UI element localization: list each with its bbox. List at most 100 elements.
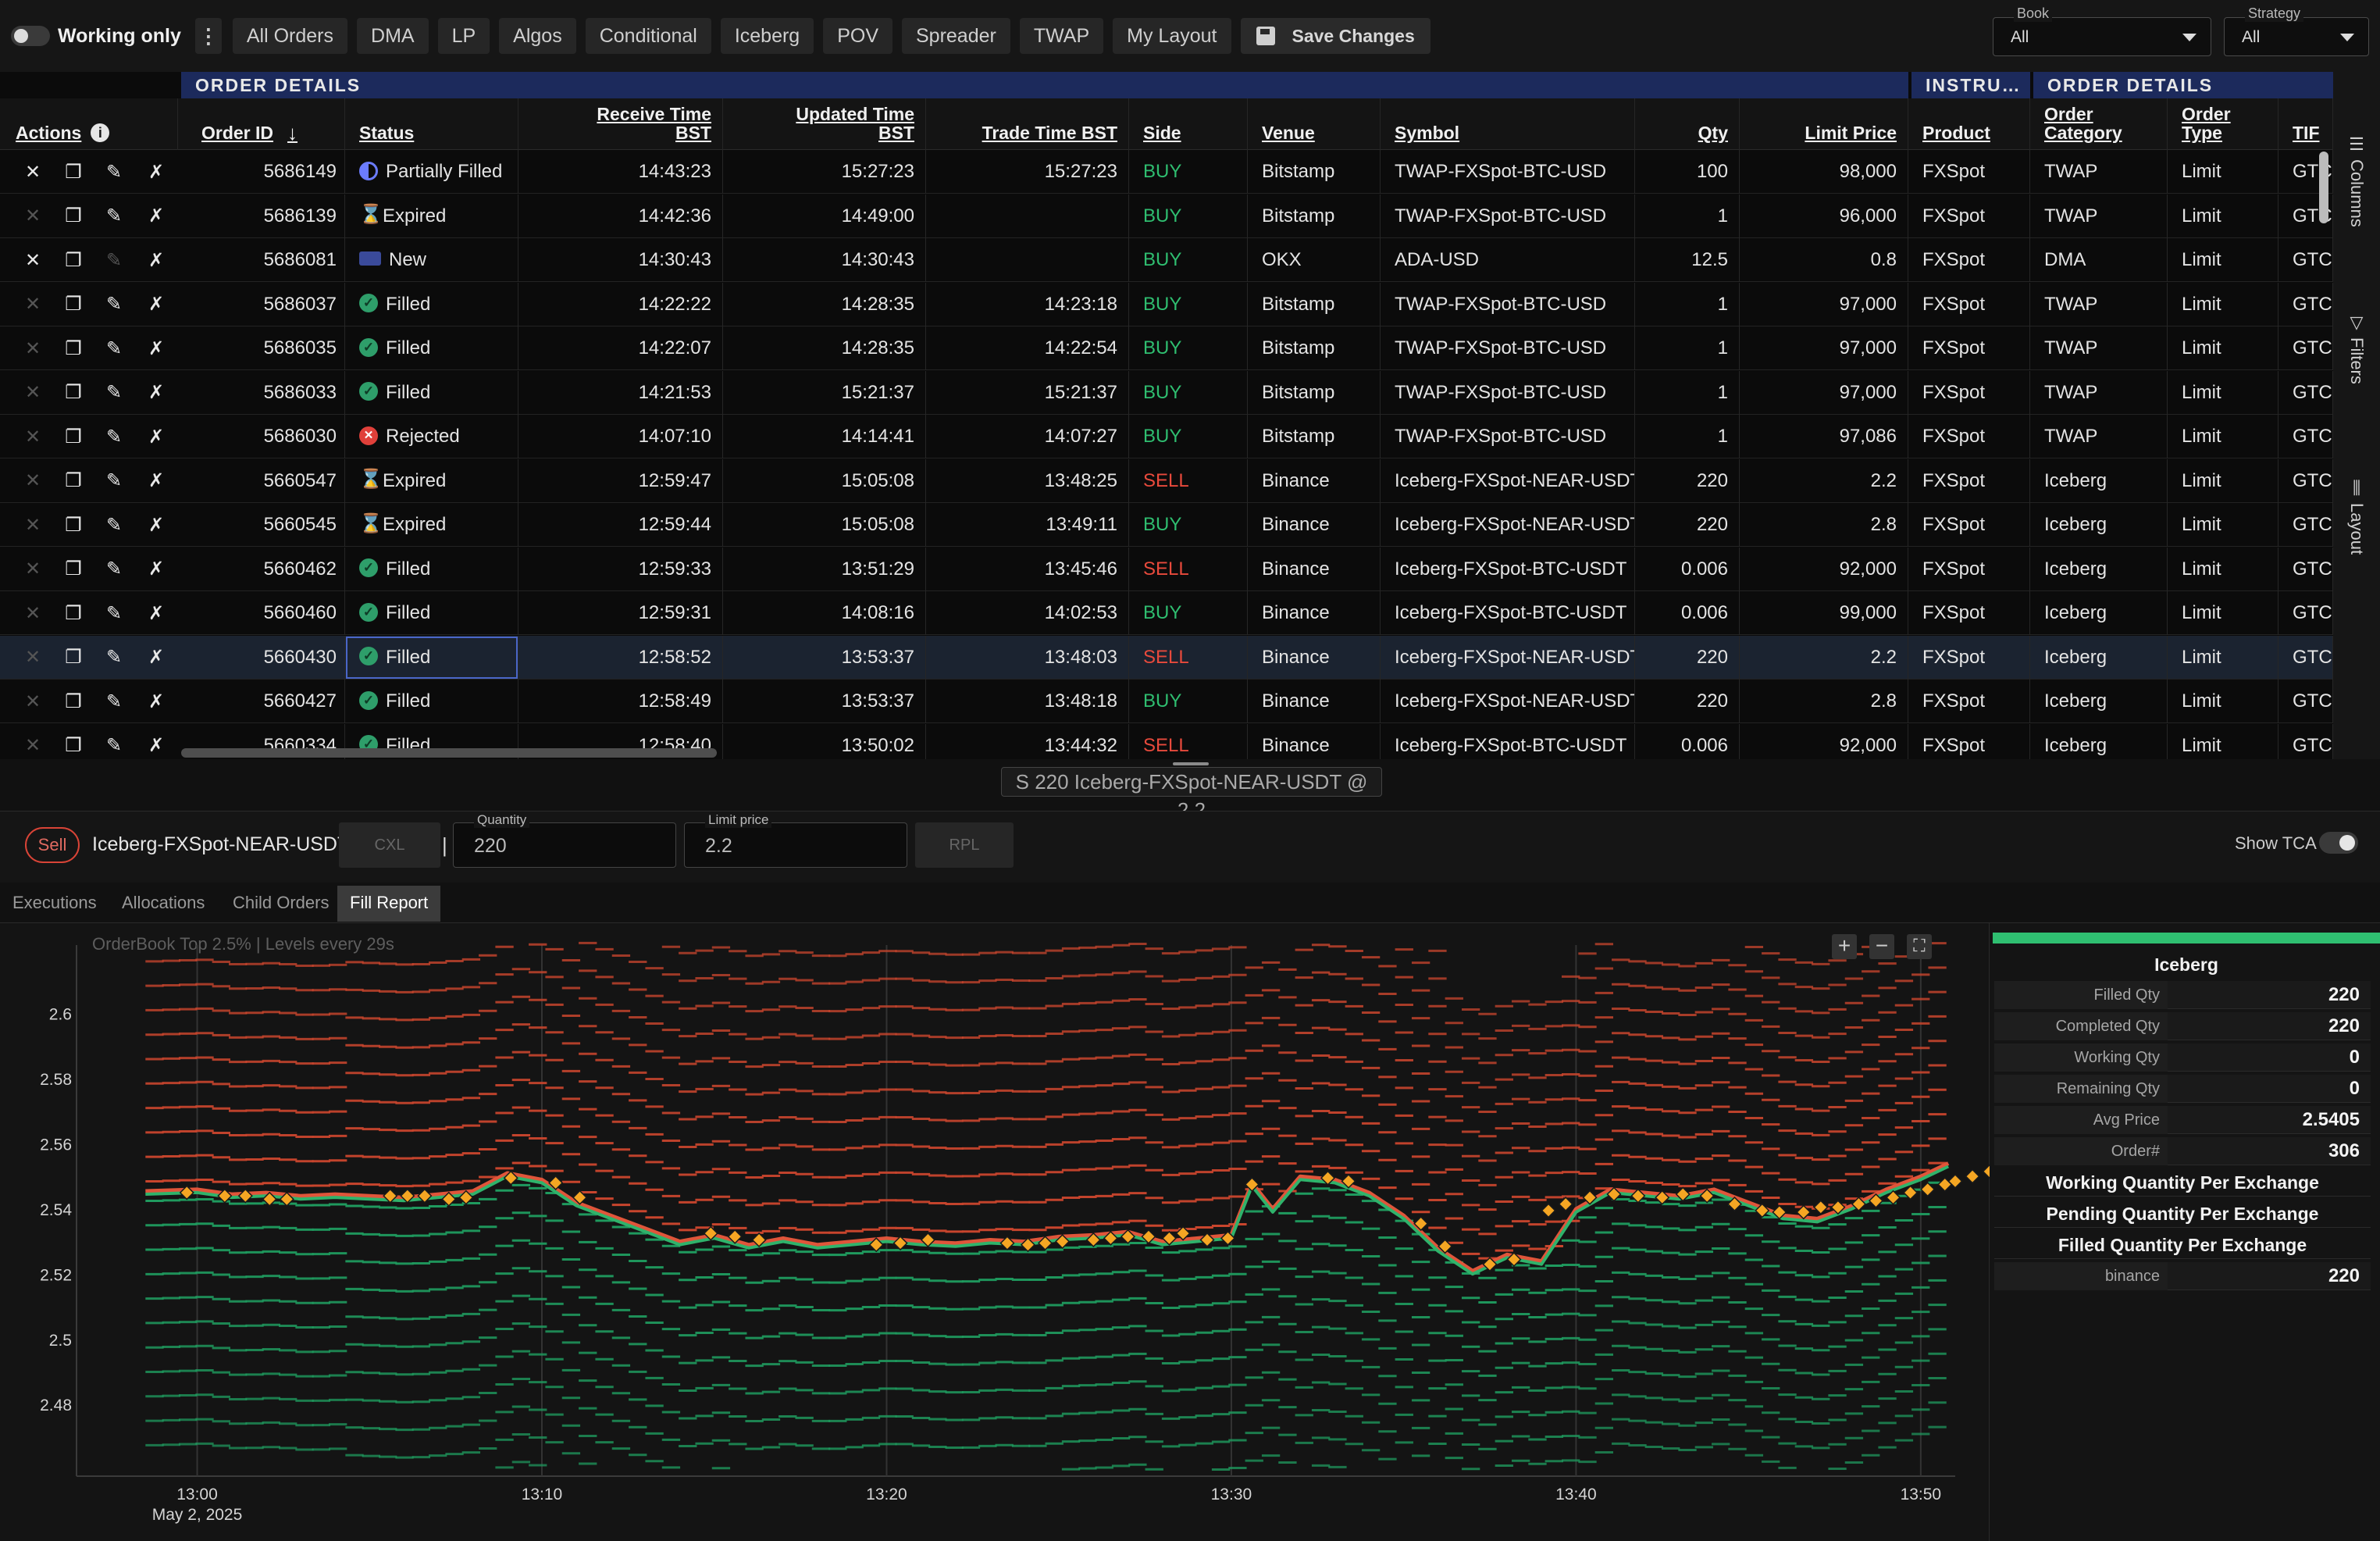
copy-icon[interactable]: ❐ [65, 161, 82, 183]
edit-pencil-icon[interactable]: ✎ [105, 249, 123, 271]
copy-icon[interactable]: ❐ [65, 249, 82, 271]
column-header-trade-time[interactable]: Trade Time BST [926, 98, 1129, 150]
panel-splitter[interactable]: S 220 Iceberg-FXSpot-NEAR-USDT @ 2.2 [0, 759, 2380, 822]
unpin-icon[interactable]: ✗ [148, 558, 165, 580]
filter-conditional-button[interactable]: Conditional [585, 18, 711, 54]
copy-icon[interactable]: ❐ [65, 382, 82, 403]
tab-child-orders[interactable]: Child Orders [233, 893, 330, 912]
column-header-product[interactable]: Product [1908, 98, 2030, 150]
edit-pencil-icon[interactable]: ✎ [105, 690, 123, 712]
edit-pencil-icon[interactable]: ✎ [105, 558, 123, 580]
cancel-order-button[interactable]: CXL [339, 822, 440, 868]
cancel-x-icon[interactable]: ✕ [24, 249, 41, 271]
filter-twap-button[interactable]: TWAP [1019, 18, 1104, 54]
cancel-x-icon[interactable]: ✕ [24, 558, 41, 580]
table-row[interactable]: ✕ ❐ ✎ ✗ 5660462 ✓ Filled 12:59:33 13:51:29 13:45:… [0, 547, 2333, 591]
column-header-updated-time[interactable]: Updated Time BST [723, 98, 926, 150]
filter-algos-button[interactable]: Algos [499, 18, 576, 54]
filter-all-orders-button[interactable]: All Orders [232, 18, 348, 54]
layout-panel-tab[interactable]: ⫼ Layout [2333, 478, 2380, 555]
unpin-icon[interactable]: ✗ [148, 382, 165, 403]
unpin-icon[interactable]: ✗ [148, 426, 165, 448]
copy-icon[interactable]: ❐ [65, 735, 82, 756]
cancel-x-icon[interactable]: ✕ [24, 647, 41, 668]
table-row[interactable]: ✕ ❐ ✎ ✗ 5686081 New 14:30:43 14:30:43 BUY OKX ADA-… [0, 238, 2333, 282]
show-tca-toggle[interactable] [2319, 832, 2358, 854]
columns-panel-tab[interactable]: ☰ Columns [2333, 134, 2380, 227]
copy-icon[interactable]: ❐ [65, 470, 82, 491]
copy-icon[interactable]: ❐ [65, 337, 82, 359]
working-only-toggle[interactable] [11, 26, 50, 46]
table-row[interactable]: ✕ ❐ ✎ ✗ 5660430 ✓ Filled 12:58:52 13:53:37 13:48:… [0, 635, 2333, 680]
vertical-scrollbar[interactable] [2319, 152, 2328, 223]
tab-fill-report[interactable]: Fill Report [337, 886, 441, 922]
tab-allocations[interactable]: Allocations [122, 893, 205, 912]
column-header-limit-price[interactable]: Limit Price [1740, 98, 1908, 150]
cancel-x-icon[interactable]: ✕ [24, 337, 41, 359]
cancel-x-icon[interactable]: ✕ [24, 426, 41, 448]
unpin-icon[interactable]: ✗ [148, 337, 165, 359]
quantity-input[interactable]: Quantity 220 [453, 812, 676, 868]
column-header-venue[interactable]: Venue [1248, 98, 1381, 150]
cancel-x-icon[interactable]: ✕ [24, 205, 41, 227]
book-select[interactable]: Book All [1993, 5, 2211, 56]
copy-icon[interactable]: ❐ [65, 294, 82, 315]
fullscreen-icon[interactable]: ⛶ [1907, 934, 1932, 959]
filters-panel-tab[interactable]: ▽ Filters [2333, 312, 2380, 384]
table-row[interactable]: ✕ ❐ ✎ ✗ 5686030 ✕ Rejected 14:07:10 14:14:41 14:0… [0, 415, 2333, 458]
limit-price-input[interactable]: Limit price 2.2 [684, 812, 907, 868]
column-header-status[interactable]: Status [345, 98, 518, 150]
cancel-x-icon[interactable]: ✕ [24, 382, 41, 403]
copy-icon[interactable]: ❐ [65, 426, 82, 448]
filter-spreader-button[interactable]: Spreader [902, 18, 1010, 54]
filter-pov-button[interactable]: POV [823, 18, 892, 54]
edit-pencil-icon[interactable]: ✎ [105, 382, 123, 403]
filter-dma-button[interactable]: DMA [357, 18, 429, 54]
cancel-x-icon[interactable]: ✕ [24, 161, 41, 183]
copy-icon[interactable]: ❐ [65, 647, 82, 668]
cancel-x-icon[interactable]: ✕ [24, 690, 41, 712]
unpin-icon[interactable]: ✗ [148, 205, 165, 227]
filter-iceberg-button[interactable]: Iceberg [720, 18, 814, 54]
edit-pencil-icon[interactable]: ✎ [105, 161, 123, 183]
sort-descending-icon[interactable]: ↓ [287, 121, 298, 144]
unpin-icon[interactable]: ✗ [148, 602, 165, 624]
table-row[interactable]: ✕ ❐ ✎ ✗ 5686037 ✓ Filled 14:22:22 14:28:35 14:23:… [0, 282, 2333, 326]
column-header-receive-time[interactable]: Receive Time BST [518, 98, 723, 150]
column-header-order-category[interactable]: Order Category [2030, 98, 2168, 150]
column-header-symbol[interactable]: Symbol [1381, 98, 1635, 150]
unpin-icon[interactable]: ✗ [148, 249, 165, 271]
filter-my-layout-button[interactable]: My Layout [1113, 18, 1231, 54]
table-row[interactable]: ✕ ❐ ✎ ✗ 5686033 ✓ Filled 14:21:53 15:21:37 15:21:… [0, 370, 2333, 415]
cancel-x-icon[interactable]: ✕ [24, 735, 41, 756]
unpin-icon[interactable]: ✗ [148, 647, 165, 668]
edit-pencil-icon[interactable]: ✎ [105, 647, 123, 668]
copy-icon[interactable]: ❐ [65, 602, 82, 624]
column-header-order-type[interactable]: Order Type [2168, 98, 2278, 150]
unpin-icon[interactable]: ✗ [148, 470, 165, 491]
edit-pencil-icon[interactable]: ✎ [105, 426, 123, 448]
splitter-grip-icon[interactable] [1173, 762, 1209, 765]
tab-executions[interactable]: Executions [12, 893, 97, 912]
horizontal-scrollbar[interactable] [181, 748, 717, 758]
column-header-side[interactable]: Side [1129, 98, 1248, 150]
strategy-select[interactable]: Strategy All [2224, 5, 2369, 56]
more-menu-icon[interactable]: ⋮ [194, 18, 222, 54]
edit-pencil-icon[interactable]: ✎ [105, 514, 123, 536]
edit-pencil-icon[interactable]: ✎ [105, 294, 123, 315]
edit-pencil-icon[interactable]: ✎ [105, 735, 123, 756]
save-changes-button[interactable]: Save Changes [1240, 18, 1430, 54]
cancel-x-icon[interactable]: ✕ [24, 470, 41, 491]
column-header-tif[interactable]: TIF [2278, 98, 2333, 150]
unpin-icon[interactable]: ✗ [148, 161, 165, 183]
table-row[interactable]: ✕ ❐ ✎ ✗ 5686035 ✓ Filled 14:22:07 14:28:35 14:22:… [0, 326, 2333, 370]
copy-icon[interactable]: ❐ [65, 690, 82, 712]
column-header-actions[interactable]: Actions i [0, 98, 178, 150]
column-header-qty[interactable]: Qty [1635, 98, 1740, 150]
info-icon[interactable]: i [91, 123, 110, 142]
copy-icon[interactable]: ❐ [65, 514, 82, 536]
table-row[interactable]: ✕ ❐ ✎ ✗ 5660427 ✓ Filled 12:58:49 13:53:37 13:48:… [0, 680, 2333, 723]
table-row[interactable]: ✕ ❐ ✎ ✗ 5686139 ⌛Expired 14:42:36 14:49:00 BUY Bi… [0, 194, 2333, 238]
unpin-icon[interactable]: ✗ [148, 294, 165, 315]
cancel-x-icon[interactable]: ✕ [24, 294, 41, 315]
